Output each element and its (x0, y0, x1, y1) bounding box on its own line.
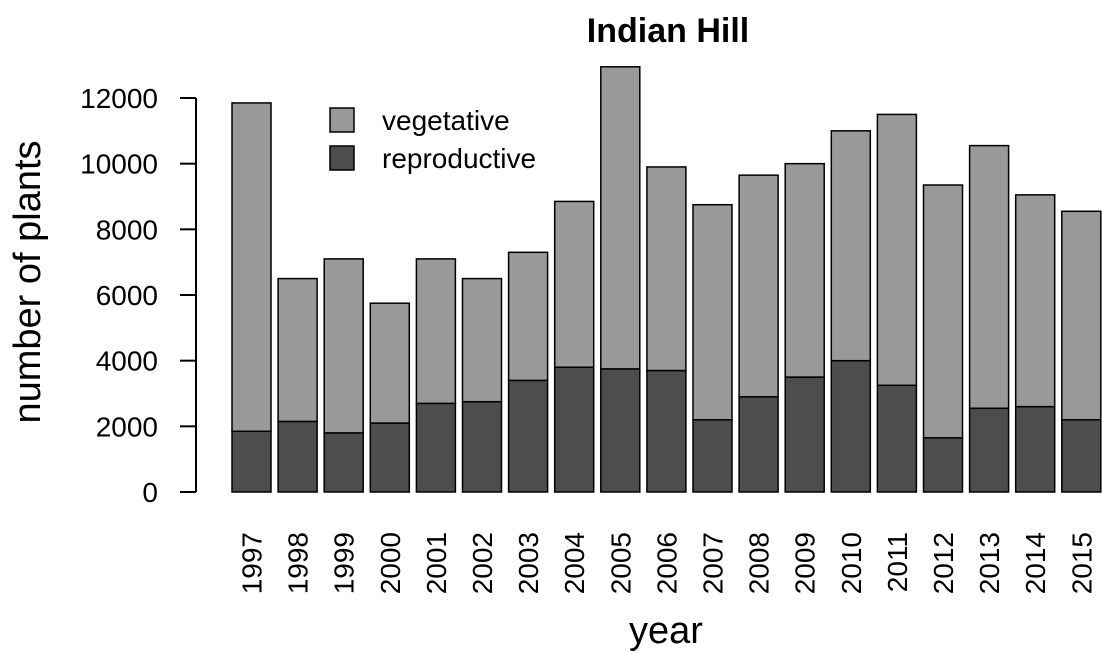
x-tick-label: 2015 (1066, 532, 1097, 594)
bar-vegetative-2006 (646, 166, 687, 372)
x-tick-label: 2014 (1020, 532, 1051, 594)
x-tick-label: 2002 (467, 532, 498, 594)
bar-vegetative-2012 (922, 184, 964, 439)
legend-label-reproductive: reproductive (382, 143, 536, 174)
y-tick-label: 4000 (96, 346, 158, 377)
bar-vegetative-2015 (1061, 210, 1102, 421)
bar-reproductive-2012 (922, 437, 964, 493)
x-tick-label: 2010 (836, 532, 867, 594)
bar-vegetative-2005 (600, 66, 641, 370)
x-tick-label: 2004 (559, 532, 590, 594)
x-tick-label: 2000 (375, 532, 406, 594)
x-tick-label: 2013 (974, 532, 1005, 594)
legend: vegetative reproductive (329, 105, 536, 174)
bar-vegetative-2008 (738, 174, 779, 398)
bar-reproductive-2013 (968, 407, 1010, 493)
bar-vegetative-1998 (277, 277, 318, 423)
bar-vegetative-2001 (415, 258, 457, 405)
bar-reproductive-1997 (231, 430, 272, 493)
x-tick-label: 2001 (421, 532, 452, 594)
x-tick-label: 2012 (928, 532, 959, 594)
bar-vegetative-2002 (461, 277, 503, 403)
bar-reproductive-2006 (646, 369, 687, 493)
bar-vegetative-1999 (323, 258, 364, 434)
legend-swatch-vegetative (329, 107, 355, 133)
bar-reproductive-1998 (277, 420, 318, 493)
y-axis: 0 2000 4000 6000 8000 10000 12000 (80, 83, 197, 508)
bar-reproductive-2001 (415, 402, 457, 493)
bar-vegetative-2003 (507, 251, 549, 382)
bar-reproductive-2004 (553, 366, 595, 493)
x-tick-label: 2003 (513, 532, 544, 594)
x-tick-label: 2005 (605, 532, 636, 594)
bar-reproductive-2014 (1014, 405, 1056, 493)
bar-reproductive-2011 (876, 384, 918, 493)
y-tick-label: 6000 (96, 280, 158, 311)
bar-vegetative-2010 (830, 130, 872, 362)
bar-vegetative-2000 (369, 302, 411, 424)
x-tick-label: 2008 (744, 532, 775, 594)
bars-group (231, 66, 1102, 493)
x-tick-label: 1997 (237, 532, 268, 594)
x-axis-label: year (629, 610, 703, 652)
y-tick-label: 12000 (80, 83, 158, 114)
x-tick-label: 2007 (698, 532, 729, 594)
bar-vegetative-2011 (876, 113, 918, 387)
bar-vegetative-2013 (968, 144, 1010, 410)
bar-reproductive-2009 (784, 376, 825, 493)
y-tick-label: 0 (142, 477, 158, 508)
legend-label-vegetative: vegetative (382, 105, 510, 136)
bar-reproductive-2015 (1061, 419, 1102, 493)
bar-vegetative-1997 (231, 102, 272, 433)
bar-reproductive-2005 (600, 368, 641, 493)
y-tick-label: 8000 (96, 214, 158, 245)
bar-reproductive-2007 (692, 419, 733, 493)
x-tick-label: 2006 (651, 532, 682, 594)
x-tick-labels: 1997 1998 1999 2000 2001 2002 2003 2004 2005 2006… (237, 532, 1098, 594)
bar-reproductive-1999 (323, 432, 364, 493)
x-tick-label: 1999 (329, 532, 360, 594)
x-tick-label: 1998 (283, 532, 314, 594)
y-tick-label: 2000 (96, 411, 158, 442)
y-axis-label: number of plants (7, 140, 49, 423)
bar-reproductive-2010 (830, 359, 872, 493)
bar-reproductive-2002 (461, 400, 503, 493)
bar-vegetative-2009 (784, 162, 825, 378)
legend-swatch-reproductive (329, 145, 355, 171)
bar-reproductive-2008 (738, 396, 779, 493)
bar-vegetative-2004 (553, 200, 595, 368)
bar-vegetative-2014 (1014, 194, 1056, 408)
y-tick-label: 10000 (80, 149, 158, 180)
bar-vegetative-2007 (692, 203, 733, 421)
x-tick-label: 2009 (790, 532, 821, 594)
x-tick-label: 2011 (882, 532, 913, 592)
chart-title: Indian Hill (587, 12, 749, 50)
bar-reproductive-2003 (507, 379, 549, 493)
bar-reproductive-2000 (369, 422, 411, 493)
